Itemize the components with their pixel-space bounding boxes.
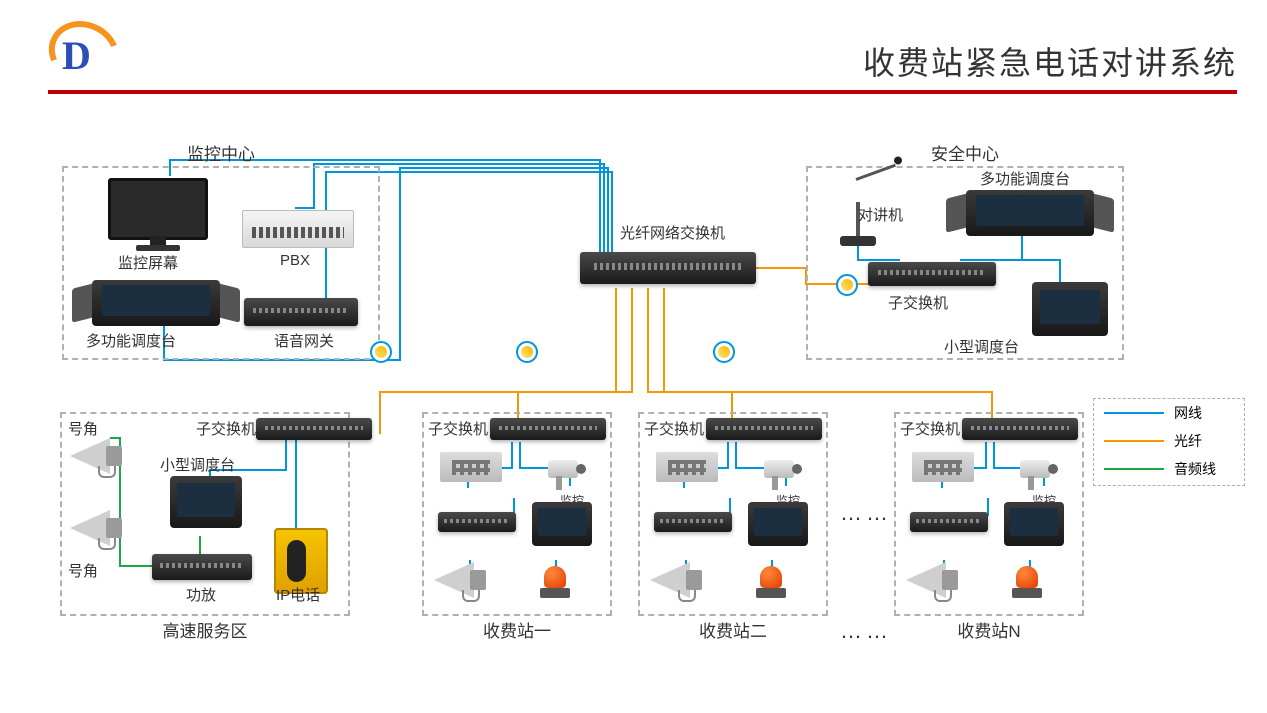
toll2-keypad: [656, 452, 718, 482]
tolln-caption: 收费站N: [957, 617, 1020, 642]
security-small-console-label: 小型调度台: [944, 336, 1019, 357]
security-big-console: [950, 190, 1110, 236]
group-monitoring-title: 监控中心: [187, 140, 255, 165]
monitoring-console-label: 多功能调度台: [86, 330, 176, 351]
voice-gateway-label: 语音网关: [274, 330, 334, 351]
service-sub-switch: [256, 418, 372, 440]
toll1-sub-switch: [490, 418, 606, 440]
service-area-caption: 高速服务区: [163, 617, 248, 642]
toll2-amp: [654, 512, 732, 532]
toll2-camera: [764, 460, 808, 490]
toll2-sub-switch: [706, 418, 822, 440]
horn-top-label: 号角: [68, 418, 98, 439]
toll2-caption: 收费站二: [699, 617, 767, 642]
monitor-label: 监控屏幕: [118, 252, 178, 273]
legend-line-ethernet: [1104, 412, 1164, 414]
toll1-sub-switch-label: 子交换机: [428, 418, 488, 439]
pbx-label: PBX: [280, 252, 310, 269]
brand-logo: D: [48, 22, 120, 84]
amplifier-label: 功放: [186, 584, 216, 605]
fiber-core-switch-label: 光纤网络交换机: [620, 222, 725, 243]
monitor-device: [108, 178, 208, 248]
toll1-camera: [548, 460, 592, 490]
toll1-keypad: [440, 452, 502, 482]
tolln-sub-switch-label: 子交换机: [900, 418, 960, 439]
security-small-console: [1032, 282, 1108, 336]
intercom-label: 对讲机: [858, 204, 903, 225]
toll2-sub-switch-label: 子交换机: [644, 418, 704, 439]
logo-letter: D: [62, 32, 91, 79]
group-security-title: 安全中心: [931, 140, 999, 165]
toll1-siren: [540, 566, 570, 598]
tolln-screen: [1004, 502, 1064, 546]
tolln-amp: [910, 512, 988, 532]
toll2-horn: [650, 562, 698, 598]
tolln-camera: [1020, 460, 1064, 490]
toll2-siren: [756, 566, 786, 598]
legend-label-fiber: 光纤: [1174, 431, 1202, 451]
legend-label-ethernet: 网线: [1174, 403, 1202, 423]
toll1-screen: [532, 502, 592, 546]
service-small-console: [170, 476, 242, 528]
tolln-sub-switch: [962, 418, 1078, 440]
monitoring-console: [76, 280, 236, 326]
tolln-horn: [906, 562, 954, 598]
toll1-horn: [434, 562, 482, 598]
pbx-device: [242, 210, 354, 248]
legend-line-audio: [1104, 468, 1164, 470]
tolln-keypad: [912, 452, 974, 482]
ip-phone-label: IP电话: [276, 584, 320, 605]
title-rule: [48, 90, 1237, 94]
legend-line-fiber: [1104, 440, 1164, 442]
toll1-caption: 收费站一: [483, 617, 551, 642]
horn-bottom-label: 号角: [68, 560, 98, 581]
service-sub-switch-label: 子交换机: [196, 418, 256, 439]
fiber-core-switch: [580, 252, 756, 284]
page-title: 收费站紧急电话对讲系统: [863, 38, 1237, 84]
security-sub-switch: [868, 262, 996, 286]
amplifier: [152, 554, 252, 580]
voice-gateway: [244, 298, 358, 326]
toll1-amp: [438, 512, 516, 532]
legend-label-audio: 音频线: [1174, 459, 1216, 479]
ellipsis-between: ……: [840, 500, 892, 526]
toll2-screen: [748, 502, 808, 546]
legend-row-audio: 音频线: [1094, 455, 1244, 483]
legend-row-fiber: 光纤: [1094, 427, 1244, 455]
legend-row-ethernet: 网线: [1094, 399, 1244, 427]
security-sub-switch-label: 子交换机: [888, 292, 948, 313]
horn-bottom: [70, 510, 118, 546]
diagram-root: D 收费站紧急电话对讲系统 光纤网络交换机 监控中心 监控屏幕 PBX 多功能调…: [0, 0, 1267, 713]
tolln-siren: [1012, 566, 1042, 598]
ellipsis-caption: ……: [840, 618, 892, 644]
legend: 网线 光纤 音频线: [1093, 398, 1245, 486]
horn-top: [70, 438, 118, 474]
security-big-console-label: 多功能调度台: [980, 168, 1070, 189]
service-small-console-label: 小型调度台: [160, 454, 235, 475]
